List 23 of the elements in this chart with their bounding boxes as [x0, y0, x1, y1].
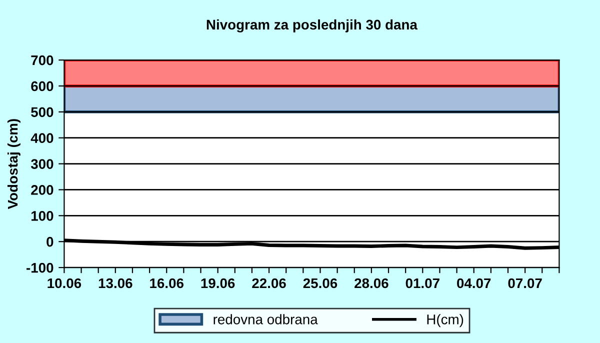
y-axis-title: Vodostaj (cm) — [7, 119, 20, 210]
x-tick-label: 13.06 — [98, 278, 132, 288]
y-tick-label: 600 — [31, 81, 54, 92]
x-tick-label: 19.06 — [201, 278, 235, 288]
legend-label: redovna odbrana — [214, 314, 318, 324]
x-tick-label: 07.07 — [508, 278, 542, 288]
y-tick-label: -100 — [26, 262, 54, 273]
x-tick-label: 22.06 — [252, 278, 286, 288]
legend-label: H(cm) — [427, 314, 464, 328]
y-tick-label: 300 — [30, 159, 54, 169]
x-tick-label: 01.07 — [406, 278, 440, 288]
x-tick-label: 10.06 — [48, 278, 82, 288]
chart-title: Nivogram za poslednjih 30 dana — [206, 19, 418, 32]
y-tick-label: 400 — [30, 133, 54, 144]
x-tick-label: 04.07 — [457, 278, 491, 288]
x-tick-label: 16.06 — [150, 278, 184, 288]
x-tick-label: 28.06 — [354, 278, 388, 288]
x-tick-label: 25.06 — [303, 278, 338, 288]
y-tick-label: 200 — [31, 185, 54, 195]
y-tick-label: 500 — [31, 107, 54, 118]
y-tick-label: 0 — [46, 236, 54, 247]
y-tick-label: 700 — [31, 55, 54, 66]
y-tick-label: 100 — [31, 210, 54, 221]
